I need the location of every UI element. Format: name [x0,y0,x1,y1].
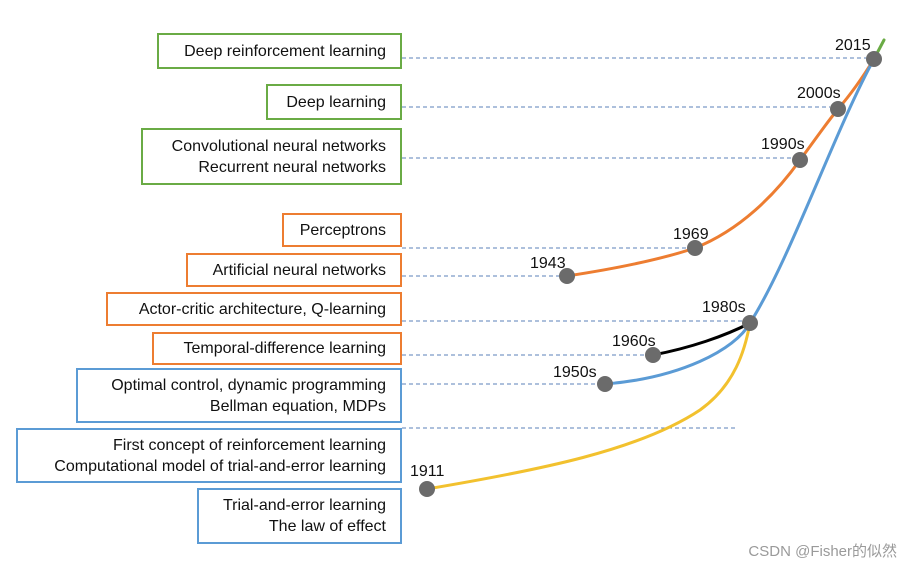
black-curve [651,321,752,357]
concept-box-line: Optimal control, dynamic programming [111,376,386,394]
concept-box-line: Deep learning [286,93,386,111]
orange-curve [565,57,876,278]
concept-box-deep-rl: Deep reinforcement learning [157,33,402,69]
concept-box-line: Computational model of trial-and-error l… [54,457,386,475]
node-y1950s [597,376,613,392]
year-label-y2015: 2015 [835,37,871,54]
watermark-text: CSDN @Fisher的似然 [748,543,897,560]
concept-box-deep-learning: Deep learning [266,84,402,120]
node-y1980s [742,315,758,331]
node-y1969 [687,240,703,256]
node-y2000s [830,101,846,117]
year-label-y1911: 1911 [410,463,445,480]
concept-box-line: Recurrent neural networks [198,158,386,176]
year-label-y1943: 1943 [530,255,566,272]
concept-box-line: First concept of reinforcement learning [112,436,386,454]
year-label-y1960s: 1960s [612,333,656,350]
concept-box-line: Deep reinforcement learning [184,42,386,60]
concept-box-line: The law of effect [268,518,386,535]
concept-box-first-concept: First concept of reinforcement learning C… [16,428,402,483]
year-label-y1980s: 1980s [702,299,746,316]
year-label-y1969: 1969 [673,226,709,243]
concept-box-line: Bellman equation, MDPs [209,397,386,415]
concept-box-line: Temporal-difference learning [183,340,386,357]
concept-box-perceptrons: Perceptrons [282,213,402,247]
node-y2015 [866,51,882,67]
concept-box-trial-error: Trial-and-error learning The law of effec… [197,488,402,544]
year-label-y1990s: 1990s [761,136,805,153]
node-y1960s [645,347,661,363]
concept-box-line: Artificial neural networks [212,261,386,279]
concept-box-ann: Artificial neural networks [186,253,402,287]
yellow-curve [425,321,752,491]
node-y1911 [419,481,435,497]
concept-box-line: Actor-critic architecture, Q-learning [138,300,386,318]
node-y1943 [559,268,575,284]
concept-box-cnn-rnn: Convolutional neural networks Recurrent n… [141,128,402,185]
year-label-y2000s: 2000s [797,85,841,102]
concept-box-td-learning: Temporal-difference learning [152,332,402,365]
blue-curve [603,57,876,386]
concept-box-optimal-control: Optimal control, dynamic programming Bell… [76,368,402,423]
concept-box-line: Perceptrons [299,221,386,239]
node-y1990s [792,152,808,168]
year-label-y1950s: 1950s [553,364,597,381]
concept-box-line: Trial-and-error learning [222,497,386,514]
concept-box-actor-critic: Actor-critic architecture, Q-learning [106,292,402,326]
concept-box-line: Convolutional neural networks [171,137,386,155]
